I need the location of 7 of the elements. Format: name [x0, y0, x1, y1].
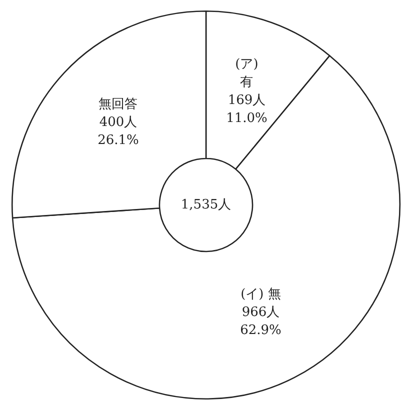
data-label: 169人 11.0% [226, 92, 268, 126]
data-label: 400人 26.1% [98, 115, 139, 148]
data-label: 966人 62.9% [240, 305, 282, 338]
slice-label: (ア) 有 [235, 56, 258, 90]
text: 1,535人 [180, 198, 232, 212]
slice-label: 無回答 [98, 97, 138, 112]
slice-label: (イ) 無 [240, 287, 281, 302]
